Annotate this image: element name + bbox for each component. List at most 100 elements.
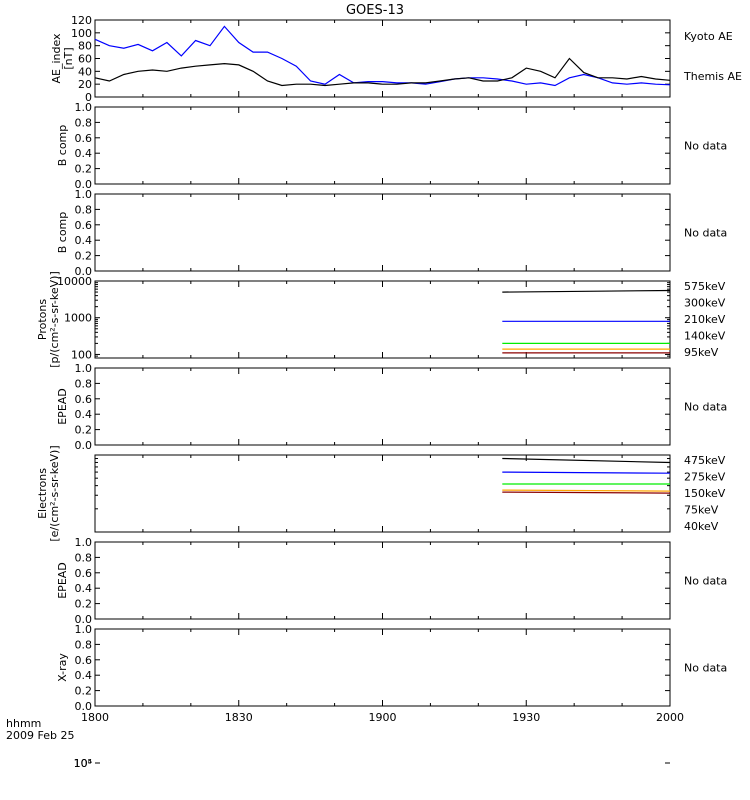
panel-frame [94,193,671,272]
series-line-themis-ae [94,57,671,87]
legend-kyoto-ae: Kyoto AE [684,30,733,43]
legend-575kev: 575keV [684,280,726,293]
legend-75kev: 75keV [684,504,719,517]
legend-475kev: 475keV [684,454,726,467]
y-tick-label: 100 [71,348,92,361]
y-tick-label: 0.8 [75,203,93,216]
y-tick-label: 0.8 [75,377,93,390]
panel-frame [94,367,671,446]
x-tick-label: 1800 [81,711,109,724]
y-tick-label: 1.0 [75,188,93,201]
y-tick-label: 40 [78,65,92,78]
y-tick-label: 0.0 [75,700,93,713]
panel-6: 0.0 0.2 0.4 0.6 0.8 1.0 EPEAD No data [56,536,727,626]
y-axis-label: [nT] [62,47,75,69]
y-axis-label: Protons [36,299,49,340]
y-tick-label: 10⁴ [74,757,93,770]
y-tick-label: 0.6 [75,219,93,232]
y-tick-label: 0.8 [75,551,93,564]
panel-4: 0.0 0.2 0.4 0.6 0.8 1.0 EPEAD No data [56,362,727,452]
legend-300kev: 300keV [684,297,726,310]
y-tick-label: 0 [85,91,92,104]
y-tick-label: 1.0 [75,623,93,636]
y-tick-label: 100 [71,27,92,40]
y-axis-label: [p/(cm²-s-sr-keV)] [48,271,61,368]
x-tick-label: 1830 [225,711,253,724]
panel-2: 0.0 0.2 0.4 0.6 0.8 1.0 B comp No data [56,188,727,278]
panel-frame [94,19,671,98]
footer-date: 2009 Feb 25 [6,729,74,742]
y-tick-label: 120 [71,14,92,27]
y-tick-label: 1.0 [75,536,93,549]
y-tick-label: 60 [78,53,92,66]
y-tick-label: 0.6 [75,393,93,406]
y-axis-label: EPEAD [56,562,69,599]
y-tick-label: 0.4 [75,408,93,421]
panel-frame [94,106,671,185]
panel-3: 100 1000 10000 Protons [p/(cm²-s-sr-keV)] 575… [36,271,726,368]
y-axis-label: B comp [56,125,69,167]
no-data-label: No data [684,401,727,414]
panel-frame [94,541,671,620]
y-tick-label: 0.0 [75,613,93,626]
panel-7: 0.0 0.2 0.4 0.6 0.8 1.0 X-ray No data 1800 1830 19… [56,623,727,724]
no-data-label: No data [684,662,727,675]
y-tick-label: 0.0 [75,439,93,452]
y-tick-label: 0.4 [75,582,93,595]
no-data-label: No data [684,140,727,153]
legend-150kev: 150keV [684,487,726,500]
y-tick-label: 0.4 [75,147,93,160]
y-tick-label: 0.4 [75,669,93,682]
legend-themis-ae: Themis AE [683,70,742,83]
y-tick-label: 80 [78,40,92,53]
y-tick-label: 1.0 [75,362,93,375]
legend-210kev: 210keV [684,313,726,326]
y-tick-label: 0.2 [75,250,93,263]
legend-95kev: 95keV [684,346,719,359]
y-tick-label: 10⁵ [74,757,92,770]
series-line-475kev [502,491,671,494]
y-axis-label: B comp [56,212,69,254]
legend-140kev: 140keV [684,330,726,343]
y-tick-label: 0.6 [75,567,93,580]
y-tick-label: 0.2 [75,163,93,176]
panel-1: 0.0 0.2 0.4 0.6 0.8 1.0 B comp No data [56,101,727,191]
legend-40kev: 40keV [684,520,719,533]
x-tick-label: 2000 [656,711,684,724]
y-tick-label: 0.2 [75,685,93,698]
no-data-label: No data [684,575,727,588]
y-tick-label: 0.2 [75,424,93,437]
footer-hhmm: hhmm [6,717,41,730]
y-tick-label: 0.0 [75,178,93,191]
series-line-275kev [502,489,671,492]
y-tick-label: 0.8 [75,116,93,129]
series-line-75kev [502,471,671,474]
y-axis-label: AE_index [50,33,63,84]
panel-frame [94,280,671,359]
y-tick-label: 0.4 [75,234,93,247]
panel-frame [94,454,671,533]
y-tick-label: 1000 [64,312,92,325]
y-tick-label: 20 [78,78,92,91]
y-tick-label: 0.6 [75,654,93,667]
series-line-95kev [502,289,671,293]
y-tick-label: 0.8 [75,638,93,651]
panel-frame [94,628,671,707]
series-line-kyoto-ae [94,25,671,87]
x-tick-label: 1900 [369,711,397,724]
y-tick-label: 10000 [57,275,92,288]
y-axis-label: EPEAD [56,388,69,425]
y-tick-label: 0.2 [75,598,93,611]
y-tick-label: 0.6 [75,132,93,145]
no-data-label: No data [684,227,727,240]
y-tick-label: 1.0 [75,101,93,114]
series-line-40kev [502,457,671,464]
y-axis-label: [e/(cm²-s-sr-keV)] [48,445,61,541]
chart-title: GOES-13 [346,3,404,18]
y-axis-label: X-ray [56,653,69,682]
legend-275kev: 275keV [684,471,726,484]
x-tick-label: 1930 [512,711,540,724]
